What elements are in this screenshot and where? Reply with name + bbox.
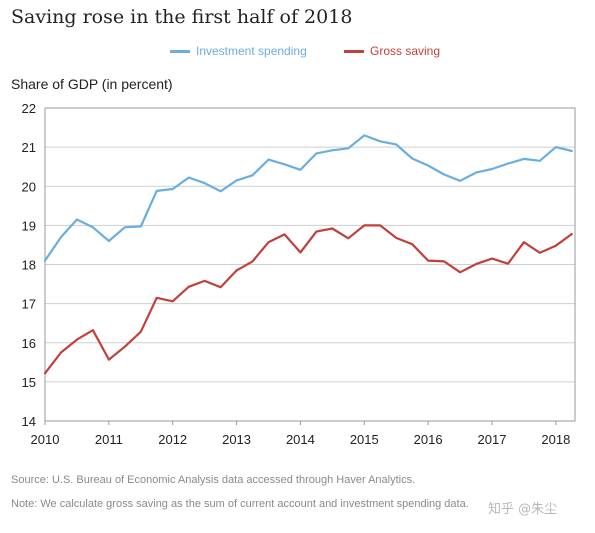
legend-item-investment-spending: Investment spending [170,44,307,58]
source-note: Source: U.S. Bureau of Economic Analysis… [11,474,416,486]
y-tick-label-17: 17 [22,297,36,312]
series-line-investment-spending [43,134,573,262]
chart-legend: Investment spending Gross saving [0,44,595,60]
legend-swatch-gross-saving [344,49,364,53]
line-chart: 14 15 16 17 18 19 20 21 22 2010 2011 2012 2013 2014 20… [22,101,576,447]
method-note: Note: We calculate gross saving as the s… [11,498,469,510]
y-tick-label-20: 20 [22,179,36,194]
y-tick-label-21: 21 [22,140,36,155]
watermark-text: 知乎 @朱尘 [488,502,558,517]
x-tick-label-2015: 2015 [350,432,379,447]
y-tick-label-22: 22 [22,101,36,116]
y-axis-label: Share of GDP (in percent) [11,76,173,92]
x-tick-label-2016: 2016 [414,432,443,447]
x-tick-label-2017: 2017 [478,432,507,447]
legend-label-investment-spending: Investment spending [196,44,307,58]
x-tick-label-2014: 2014 [286,432,315,447]
y-tick-label-15: 15 [22,375,36,390]
y-tick-label-18: 18 [22,258,36,273]
x-tick-label-2013: 2013 [222,432,251,447]
y-tick-label-16: 16 [22,336,36,351]
legend-item-gross-saving: Gross saving [344,44,440,58]
chart-title: Saving rose in the first half of 2018 [11,6,353,28]
x-tick-label-2018: 2018 [541,432,570,447]
x-tick-label-2010: 2010 [31,432,60,447]
legend-label-gross-saving: Gross saving [370,44,441,58]
x-tick-label-2012: 2012 [158,432,187,447]
y-tick-label-14: 14 [22,414,36,429]
series-line-gross-saving [43,224,573,375]
y-tick-label-19: 19 [22,218,36,233]
x-tick-label-2011: 2011 [95,432,123,447]
plot-frame [44,107,576,422]
legend-swatch-investment-spending [170,49,190,53]
